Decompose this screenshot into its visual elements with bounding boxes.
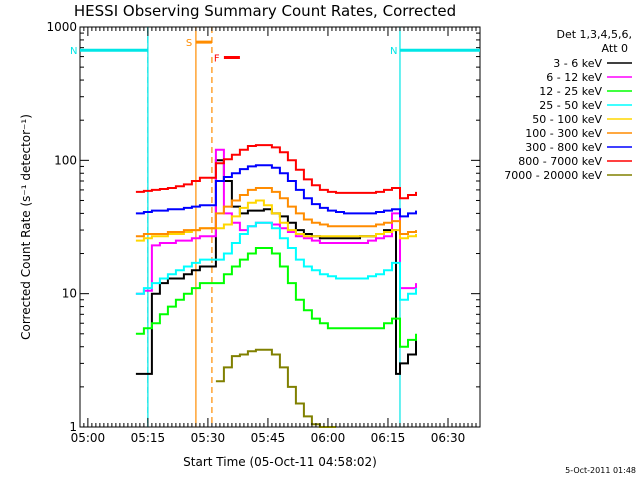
series-line-4	[135, 199, 417, 242]
series-line-3	[135, 221, 417, 301]
x-tick-label: 06:30	[431, 431, 466, 445]
series-line-1	[135, 148, 417, 295]
x-tick-label: 06:00	[311, 431, 346, 445]
series-line-6	[135, 164, 417, 218]
legend-entry-label: 800 - 7000 keV	[518, 155, 602, 168]
x-tick-label: 06:15	[371, 431, 406, 445]
x-tick-label: 05:00	[71, 431, 106, 445]
annotation-label-night: N	[70, 46, 77, 57]
legend-entry-label: 25 - 50 keV	[539, 99, 602, 112]
legend-entry-label: 3 - 6 keV	[553, 57, 602, 70]
x-tick-label: 05:45	[251, 431, 286, 445]
legend-header-line-2: Att 0	[602, 42, 628, 55]
legend-entry-label: 50 - 100 keV	[532, 113, 602, 126]
footer-date: 5-Oct-2011 01:48	[565, 466, 636, 475]
chart-title: HESSI Observing Summary Count Rates, Cor…	[74, 2, 456, 20]
series-line-5	[135, 187, 417, 238]
y-tick-label: 1	[69, 420, 77, 434]
legend-entry-label: 12 - 25 keV	[539, 85, 602, 98]
series-line-2	[135, 247, 417, 348]
series-line-8	[215, 348, 336, 428]
y-tick-label: 1000	[46, 20, 77, 34]
series-line-7	[135, 144, 417, 200]
y-axis-label: Corrected Count Rate (s⁻¹ detector⁻¹)	[19, 114, 33, 340]
annotation-label-flare: F	[214, 54, 220, 65]
legend-entry-label: 7000 - 20000 keV	[504, 169, 602, 182]
x-tick-label: 05:15	[131, 431, 166, 445]
y-tick-label: 100	[54, 153, 77, 167]
y-tick-label: 10	[62, 287, 77, 301]
legend-header-line-1: Det 1,3,4,5,6,	[556, 28, 632, 41]
x-tick-label: 05:30	[191, 431, 226, 445]
legend-entry-label: 6 - 12 keV	[546, 71, 602, 84]
legend-entry-label: 100 - 300 keV	[525, 127, 602, 140]
legend-entry-label: 300 - 800 keV	[525, 141, 602, 154]
annotation-label-night: N	[390, 46, 397, 57]
annotation-label-SAA: S	[186, 38, 192, 49]
x-axis-label: Start Time (05-Oct-11 04:58:02)	[183, 455, 377, 469]
